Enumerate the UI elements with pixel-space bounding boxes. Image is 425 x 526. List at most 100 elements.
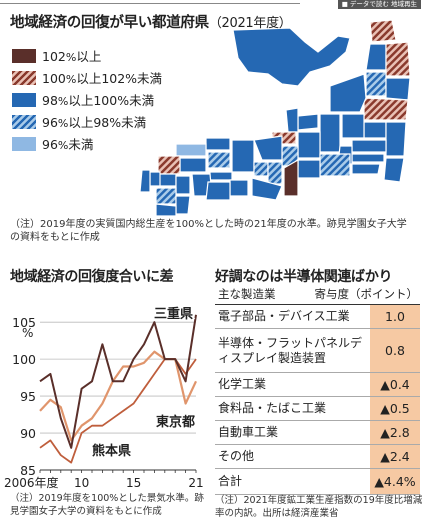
legend-unit-98-100: % (57, 95, 69, 108)
legend-value-over102: 102 (42, 49, 66, 64)
map-kyoto (253, 135, 283, 161)
legend-rest-96-98: 以上98%未満 (68, 115, 147, 130)
table-row: 半導体・フラットパネルディスプレイ製造装置 0.8 (215, 329, 420, 373)
line-chart-note: （注）2019年度を100%とした景気水準。跡見学園女子大学の資料をもとに作成 (10, 493, 204, 517)
legend-item-98-100: 98%以上100%未満 (12, 89, 162, 110)
map-title: 地域経済の回復が早い都道府県（2021年度） (10, 11, 292, 32)
y-tick-label: 90 (20, 426, 36, 441)
map-aomori (369, 19, 397, 43)
map-wakayama (251, 177, 283, 201)
map-nagano (319, 113, 341, 153)
table-row-value: ▲2.8 (370, 421, 420, 444)
series-line-0 (39, 314, 197, 449)
map-gifu (297, 131, 321, 159)
map-mie (283, 158, 299, 197)
legend-item-over102: 102%以上 (12, 45, 162, 66)
table-row-value: 0.8 (370, 329, 420, 372)
map-hyogo (231, 139, 255, 173)
map-shizuoka (319, 153, 351, 177)
map-shimane (175, 143, 207, 157)
map-note: （注）2019年度の実質国内総生産を100%とした時の21年度の水準。跡見学園女… (10, 219, 407, 243)
japan-map (139, 19, 411, 217)
legend-swatch-under96 (12, 136, 36, 151)
map-ishikawa (285, 107, 299, 133)
table-row-value: ▲4.4% (370, 469, 420, 494)
table-row-name: 合計 (218, 474, 243, 488)
legend-rest-100-102: 以上102%未満 (76, 71, 163, 86)
table-row-name: 電子部品・デバイス工業 (218, 309, 350, 323)
y-tick-label: 105 (12, 315, 36, 330)
map-akita (365, 43, 387, 71)
contribution-table: 主な製造業 寄与度（ポイント） 電子部品・デバイス工業 1.0 半導体・フラット… (215, 287, 420, 495)
line-chart-title: 地域経済の回復度合いに差 (10, 269, 174, 285)
map-aichi (297, 159, 321, 179)
legend-item-96-98: 96%以上98%未満 (12, 111, 162, 132)
map-yamaguchi (157, 155, 181, 175)
x-tick-label: 15 (126, 476, 141, 490)
map-osaka (253, 161, 269, 177)
map-tottori (205, 137, 231, 151)
map-chiba (383, 157, 405, 183)
table-row-name: 自動車工業 (218, 425, 279, 439)
legend-rest-over102: 以上 (76, 49, 102, 64)
map-title-sub: （2021年度） (208, 16, 292, 31)
map-saitama (351, 139, 387, 153)
y-tick-label: 100 (12, 352, 36, 367)
map-hokkaido (232, 27, 351, 87)
map-hiroshima (179, 157, 207, 173)
map-nagasaki (139, 169, 151, 193)
series-label-0: 三重県 (154, 306, 193, 322)
map-okayama (207, 151, 231, 169)
map-saga (149, 171, 161, 187)
map-kochi (205, 181, 231, 201)
map-iwate (385, 41, 411, 77)
legend-swatch-98-100 (12, 92, 36, 107)
table-col-industry: 主な製造業 (218, 287, 276, 301)
legend-unit-over102: % (65, 51, 77, 64)
map-yamagata (365, 71, 387, 97)
series-tag: ■ データで読む 地域再生 (337, 0, 421, 9)
legend-swatch-100-102 (12, 70, 36, 85)
table-row-name: 半導体・フラットパネルディスプレイ製造装置 (218, 335, 363, 365)
map-tokyo (351, 153, 385, 163)
legend-swatch-96-98 (12, 114, 36, 129)
map-miyagi (385, 77, 411, 101)
table-row-name: その他 (218, 449, 255, 463)
map-kumamoto (155, 187, 177, 205)
table-note: （注）2021年度鉱工業生産指数の19年度比増減率の内訳。出所は経済産業省 (215, 495, 423, 519)
legend-value-98-100: 98 (42, 93, 58, 108)
table-row: その他 ▲2.4 (215, 445, 420, 469)
map-niigata (329, 73, 367, 113)
table-row: 電子部品・デバイス工業 1.0 (215, 305, 420, 329)
map-kagawa (209, 171, 233, 181)
table-row-value: ▲0.5 (370, 397, 420, 420)
y-tick-label: 85 (20, 463, 36, 478)
legend-item-100-102: 100%以上102%未満 (12, 67, 162, 88)
series-label-2: 熊本県 (92, 443, 131, 459)
map-title-main: 地域経済の回復が早い都道府県 (10, 15, 209, 31)
table-row-name: 化学工業 (218, 377, 267, 391)
legend-rest-under96: 未満 (68, 137, 94, 152)
legend-value-96-98: 96 (42, 115, 58, 130)
top-bar: ■ データで読む 地域再生 (0, 0, 425, 9)
map-toyama (297, 113, 319, 131)
legend-value-under96: 96 (42, 137, 58, 152)
table-row: 食料品・たばこ工業 ▲0.5 (215, 397, 420, 421)
map-gunma (341, 113, 365, 139)
map-miyazaki (175, 195, 191, 215)
legend-unit-96-98: % (57, 117, 69, 130)
map-legend: 102%以上 100%以上102%未満 98%以上100%未満 96%以上98%… (12, 45, 162, 155)
table-row: 化学工業 ▲0.4 (215, 373, 420, 397)
table-header: 主な製造業 寄与度（ポイント） (215, 287, 420, 305)
map-kagoshima (155, 203, 177, 217)
map-oita (175, 175, 191, 195)
y-tick-label: 95 (20, 389, 36, 404)
map-tochigi (363, 121, 387, 139)
legend-rest-98-100: 以上100%未満 (68, 93, 155, 108)
top-rule (0, 3, 300, 4)
map-ibaraki (385, 121, 407, 157)
legend-unit-100-102: % (65, 73, 77, 86)
x-tick-label: 10 (74, 476, 89, 490)
x-tick-label: 2006年度 (4, 475, 59, 490)
